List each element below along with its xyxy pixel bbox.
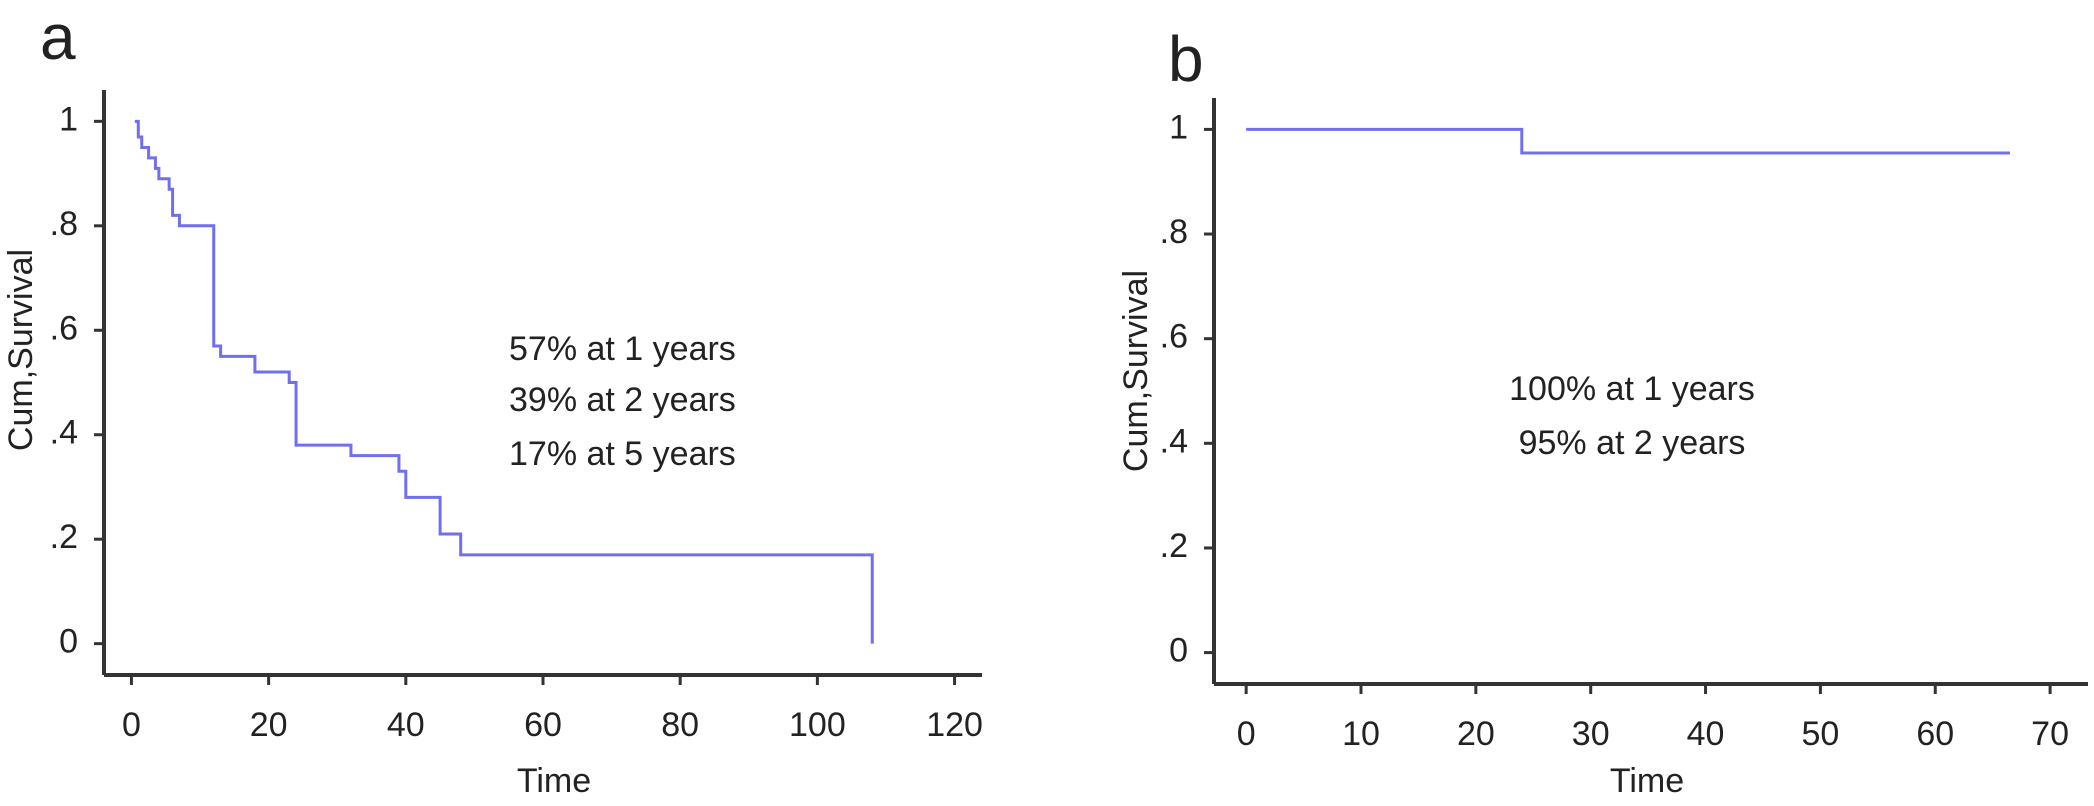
panel-label: a [40,1,76,73]
x-tick-label: 20 [250,706,288,744]
y-tick-label: .4 [50,414,78,452]
panel-label: b [1168,23,1204,95]
y-axis-title: Cum,Survival [2,249,40,451]
x-tick-label: 120 [926,706,983,744]
y-axis-title: Cum,Survival [1117,270,1155,472]
annotation: 100% at 1 years [1509,370,1755,408]
x-tick-label: 100 [789,706,846,744]
x-axis-title: Time [1610,762,1684,800]
y-tick-label: 0 [1169,632,1188,670]
annotation: 39% at 2 years [509,381,736,419]
y-tick-label: 1 [59,100,78,138]
y-tick-label: .6 [50,309,78,347]
x-tick-label: 30 [1572,715,1610,753]
x-axis-title: Time [517,762,591,800]
x-tick-label: 80 [661,706,699,744]
x-tick-label: 40 [1687,715,1725,753]
x-tick-label: 60 [1916,715,1954,753]
annotation: 17% at 5 years [509,435,736,473]
y-tick-label: 1 [1169,108,1188,146]
x-tick-label: 10 [1342,715,1380,753]
x-tick-label: 40 [387,706,425,744]
x-tick-label: 70 [2031,715,2069,753]
y-tick-label: .8 [50,205,78,243]
survival-line [134,119,874,644]
survival-line [1246,127,2010,155]
annotation: 95% at 2 years [1519,424,1746,462]
y-tick-label: .4 [1160,422,1188,460]
annotation: 57% at 1 years [509,330,736,368]
x-tick-label: 50 [1801,715,1839,753]
x-tick-label: 20 [1457,715,1495,753]
y-tick-label: .6 [1160,318,1188,356]
x-tick-label: 0 [1237,715,1256,753]
y-tick-label: .8 [1160,213,1188,251]
y-tick-label: 0 [59,623,78,661]
y-tick-label: .2 [50,518,78,556]
x-tick-label: 60 [524,706,562,744]
x-tick-label: 0 [122,706,141,744]
y-tick-label: .2 [1160,527,1188,565]
